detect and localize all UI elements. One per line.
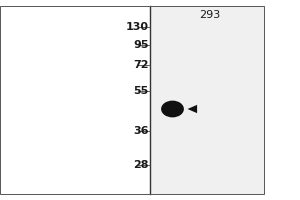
Bar xyxy=(0,6,264,194)
Bar xyxy=(0,6,150,194)
Text: 72: 72 xyxy=(133,60,148,70)
Polygon shape xyxy=(188,105,197,113)
Text: 55: 55 xyxy=(133,86,148,96)
Text: 95: 95 xyxy=(133,40,148,50)
Text: 130: 130 xyxy=(125,22,148,32)
Text: 293: 293 xyxy=(200,10,220,20)
Text: 36: 36 xyxy=(133,126,148,136)
Ellipse shape xyxy=(161,101,184,117)
Bar xyxy=(150,6,264,194)
Text: 28: 28 xyxy=(133,160,148,170)
